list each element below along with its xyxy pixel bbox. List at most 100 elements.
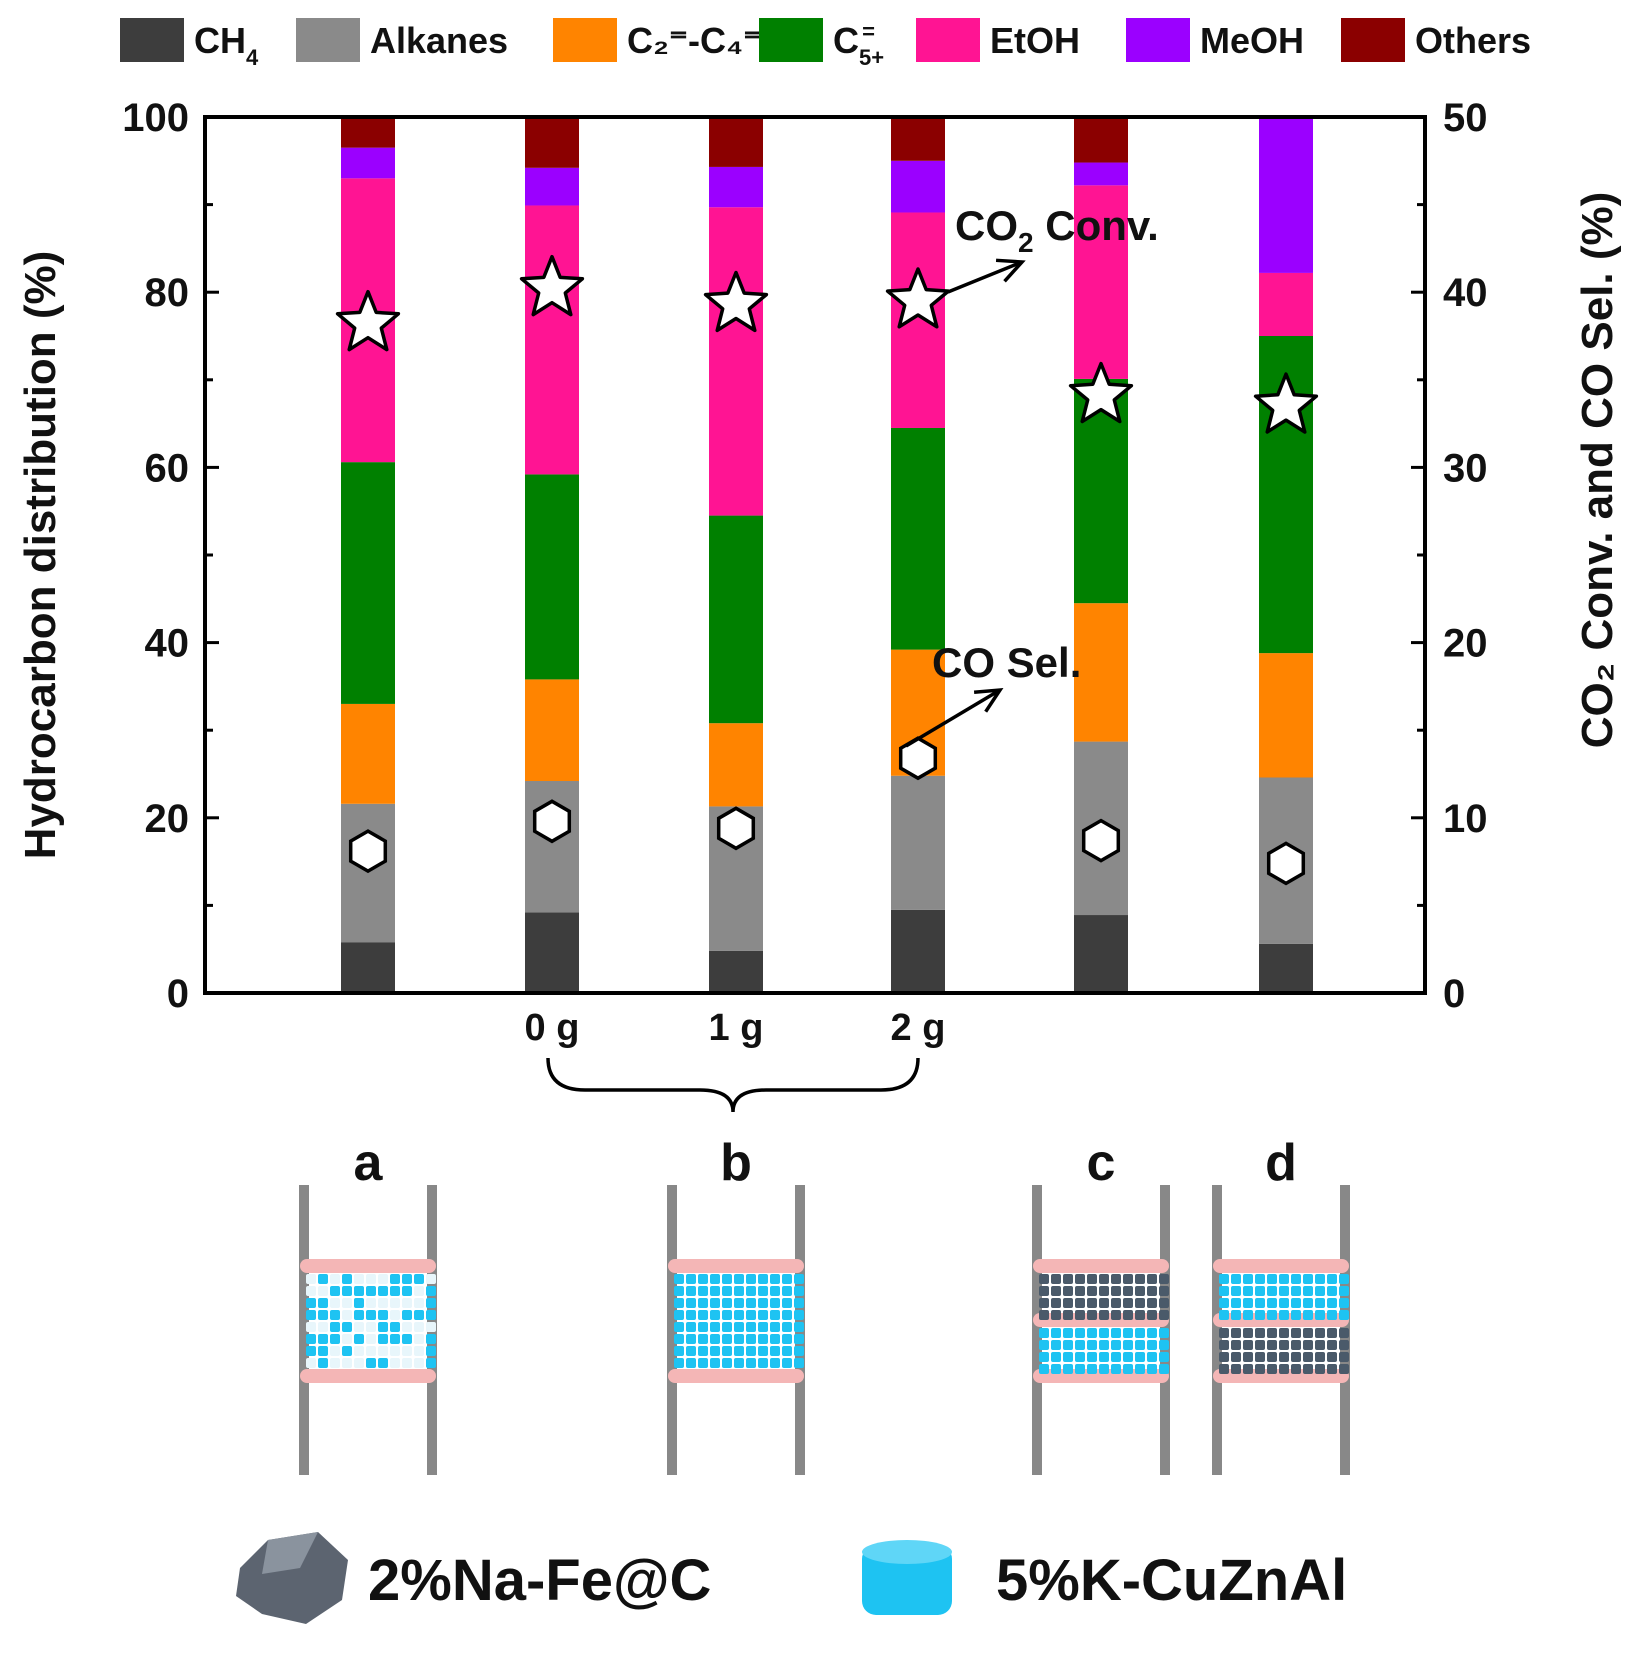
catalyst-particle [426,1322,436,1332]
catalyst-particle [746,1286,756,1296]
catalyst-particle [414,1322,424,1332]
reactor-d [1213,1185,1349,1475]
cu-catalyst-top [862,1540,952,1564]
bar-c2c4-5 [1259,653,1313,777]
catalyst-particle [1075,1364,1085,1374]
legend-label: EtOH [990,20,1080,61]
catalyst-particle [782,1358,792,1368]
catalyst-particle [1135,1274,1145,1284]
bar-others-3 [891,117,945,161]
catalyst-particle [402,1286,412,1296]
catalyst-particle [722,1286,732,1296]
catalyst-particle [1291,1352,1301,1362]
bar-c2c4-4 [1074,603,1128,741]
catalyst-particle [342,1334,352,1344]
co-sel-annotation: CO Sel. [932,639,1081,686]
bar-ch4-2 [709,951,763,993]
co-sel-hexagon-2 [719,808,754,848]
catalyst-particle [1291,1328,1301,1338]
bar-meoh-0 [341,148,395,179]
legend-cu-catalyst: 5%K-CuZnAl [862,1540,1347,1615]
catalyst-particle [1219,1310,1229,1320]
catalyst-particle [1327,1340,1337,1350]
catalyst-particle [1159,1274,1169,1284]
bar-meoh-2 [709,167,763,207]
catalyst-particle [686,1322,696,1332]
bar-meoh-4 [1074,163,1128,186]
catalyst-particle [402,1322,412,1332]
catalyst-particle [1075,1352,1085,1362]
catalyst-particle [1243,1274,1253,1284]
legend-swatch [1126,18,1190,62]
catalyst-particle [1063,1352,1073,1362]
bar-alkanes-3 [891,776,945,910]
catalyst-particle [1255,1286,1265,1296]
catalyst-particle [1135,1298,1145,1308]
catalyst-particle [1063,1310,1073,1320]
catalyst-particle [1147,1286,1157,1296]
catalyst-particle [1075,1328,1085,1338]
catalyst-particle [746,1346,756,1356]
catalyst-particle [426,1346,436,1356]
catalyst-particle [1315,1310,1325,1320]
catalyst-particle [1099,1298,1109,1308]
quartz-wool [1213,1259,1349,1273]
co2-conv-annotation: CO2 Conv. [955,202,1159,258]
catalyst-particle [770,1286,780,1296]
catalyst-particle [1219,1286,1229,1296]
legend-item-c2c4: C₂⁼-C₄⁼ [553,18,762,62]
catalyst-particle [1123,1274,1133,1284]
catalyst-particle [1255,1310,1265,1320]
bar-meoh-5 [1259,117,1313,273]
legend-fe-label: 2%Na-Fe@C [368,1548,711,1613]
catalyst-particle [746,1322,756,1332]
catalyst-particle [1267,1340,1277,1350]
bar-etoh-2 [709,207,763,515]
catalyst-particle [794,1322,804,1332]
catalyst-particle [1051,1274,1061,1284]
catalyst-particle [686,1334,696,1344]
catalyst-particle [1303,1364,1313,1374]
catalyst-particle [390,1334,400,1344]
catalyst-particle [1279,1286,1289,1296]
catalyst-particle [1075,1298,1085,1308]
axes: 0 20 40 60 80 100 0 10 20 30 40 50 Hydrocarbon distr… [16,96,1622,1112]
catalyst-particle [698,1310,708,1320]
catalyst-particle [1303,1286,1313,1296]
bar-c5-1 [525,474,579,679]
catalyst-particle [722,1334,732,1344]
catalyst-particle [1243,1298,1253,1308]
catalyst-particle [1231,1328,1241,1338]
catalyst-particle [794,1298,804,1308]
catalyst-particle [390,1346,400,1356]
x-tick-label: 0 g [525,1007,580,1049]
catalyst-particle [770,1274,780,1284]
catalyst-particle [698,1286,708,1296]
catalyst-particle [1231,1286,1241,1296]
catalyst-particle [318,1346,328,1356]
catalyst-particle [1267,1310,1277,1320]
legend-swatch [1341,18,1405,62]
catalyst-particle [1039,1340,1049,1350]
bar-etoh-5 [1259,273,1313,336]
left-tick-label: 60 [145,446,190,490]
catalyst-particle [710,1310,720,1320]
catalyst-particle [390,1310,400,1320]
catalyst-particle [1279,1310,1289,1320]
catalyst-particle [1279,1364,1289,1374]
catalyst-particle [1315,1274,1325,1284]
catalyst-particle [1111,1340,1121,1350]
catalyst-particle [1327,1274,1337,1284]
catalyst-particle [378,1346,388,1356]
legend-label: MeOH [1200,20,1304,61]
catalyst-particle [1075,1286,1085,1296]
catalyst-particle [1087,1286,1097,1296]
left-axis-title: Hydrocarbon distribution (%) [16,251,65,860]
catalyst-particle [758,1334,768,1344]
catalyst-particle [1111,1310,1121,1320]
catalyst-particle [1099,1352,1109,1362]
catalyst-particle [1267,1298,1277,1308]
catalyst-particle [758,1286,768,1296]
catalyst-particle [1243,1352,1253,1362]
catalyst-particle [770,1358,780,1368]
